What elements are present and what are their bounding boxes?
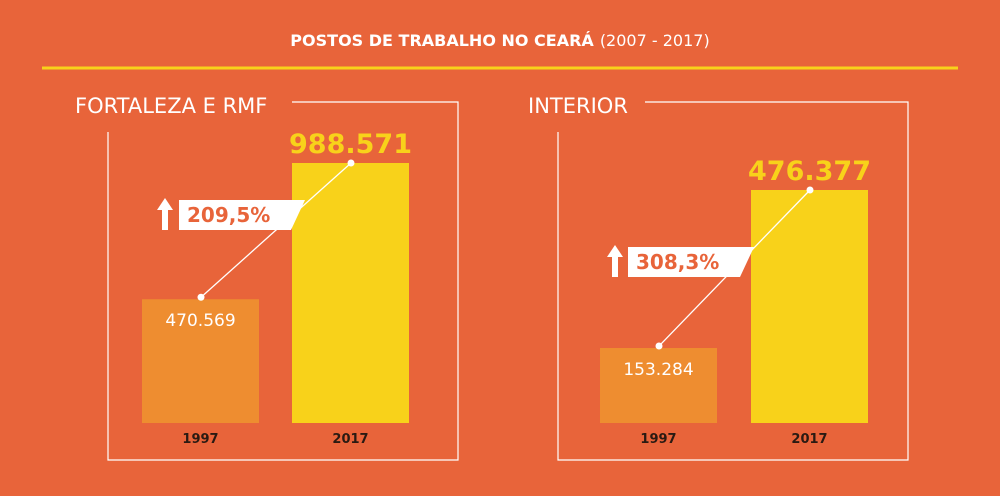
panel-label: INTERIOR	[528, 94, 628, 118]
bar-2017	[751, 190, 868, 423]
up-arrow-icon	[607, 245, 623, 277]
value-label-1997: 153.284	[623, 360, 693, 380]
change-badge	[628, 247, 754, 277]
growth-point-start	[197, 293, 205, 301]
growth-point-end	[806, 186, 814, 194]
up-arrow-icon	[157, 198, 173, 230]
bar-1997	[600, 348, 717, 423]
bar-1997	[142, 299, 259, 423]
bar-2017	[292, 163, 409, 423]
change-label: 308,3%	[636, 250, 719, 274]
value-label-2017: 988.571	[289, 129, 412, 160]
growth-line	[200, 162, 352, 298]
panel-frame	[557, 101, 909, 461]
chart-title-main: POSTOS DE TRABALHO NO CEARÁ	[290, 31, 594, 50]
change-badge	[179, 200, 305, 230]
growth-point-end	[347, 159, 355, 167]
growth-point-start	[655, 342, 663, 350]
value-label-2017: 476.377	[748, 156, 871, 187]
panel-label: FORTALEZA E RMF	[75, 94, 267, 118]
panel-frame	[107, 101, 459, 461]
x-tick-1997: 1997	[182, 432, 218, 447]
panel-2: INTERIOR 153.284 1997 476.377 2017 308,3%	[528, 94, 909, 461]
x-tick-2017: 2017	[791, 432, 827, 447]
x-tick-2017: 2017	[332, 432, 368, 447]
chart-title: POSTOS DE TRABALHO NO CEARÁ (2007 - 2017)	[290, 31, 709, 50]
chart-title-period: (2007 - 2017)	[600, 31, 710, 50]
value-label-1997: 470.569	[165, 311, 235, 331]
x-tick-1997: 1997	[640, 432, 676, 447]
change-label: 209,5%	[187, 203, 270, 227]
panel-1: FORTALEZA E RMF 470.569 1997 988.571 2017 209…	[75, 94, 459, 461]
